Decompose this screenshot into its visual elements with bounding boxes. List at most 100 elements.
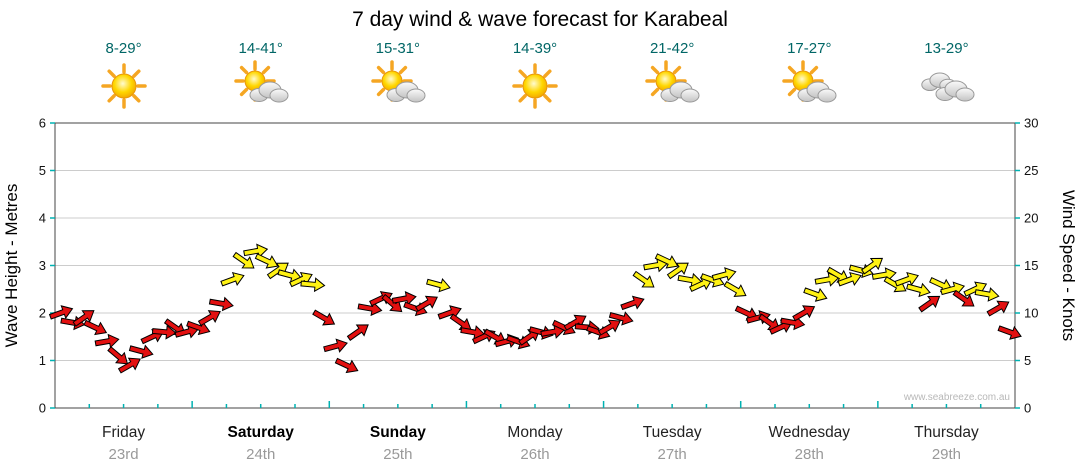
wave-height-tick-label: 1: [39, 353, 46, 368]
wind-arrow: [837, 271, 862, 287]
temp-range-label: 17-27°: [787, 40, 832, 57]
wind-arrow: [83, 319, 108, 336]
weather-icon-sunny: [100, 63, 147, 109]
daily-forecast-row: 8-29° 14-41° 15-31° 14-39° 21-42° 17-27° 13-29…: [0, 40, 1080, 122]
wind-arrow: [894, 271, 919, 287]
wind-arrow: [334, 357, 359, 374]
day-label: Saturday: [228, 424, 295, 441]
day-label: Tuesday: [643, 424, 702, 441]
wind-arrow: [254, 253, 279, 269]
wind-arrow: [72, 310, 95, 327]
wind-arrow: [128, 344, 154, 359]
wind-arrow: [814, 272, 840, 287]
page-title: 7 day wind & wave forecast for Karabeal: [352, 8, 728, 31]
forecast-day-wednesday: 17-27°: [759, 40, 859, 112]
weather-icon-wrap: [759, 60, 859, 112]
temp-range-label: 14-39°: [512, 40, 558, 57]
day-label: Friday: [102, 424, 145, 441]
wind-arrow: [117, 357, 141, 374]
wind-speed-tick-label: 10: [1024, 306, 1038, 321]
wind-speed-tick-label: 5: [1024, 353, 1031, 368]
weather-icon-partly-cloudy: [645, 60, 700, 103]
wind-arrow: [312, 309, 336, 326]
weather-icon-wrap: [211, 60, 311, 112]
wind-arrow: [654, 253, 679, 269]
wind-arrow: [518, 329, 541, 346]
left-axis-title: Wave Height - Metres: [2, 184, 21, 348]
wind-arrow: [918, 295, 941, 313]
wind-arrow: [997, 325, 1022, 340]
wind-arrow: [986, 300, 1010, 317]
wind-arrow: [151, 324, 177, 340]
watermark: www.seabreeze.com.au: [903, 392, 1010, 403]
forecast-day-tuesday: 21-42°: [622, 40, 722, 112]
wind-arrow: [414, 295, 438, 312]
right-axis-title: Wind Speed - Knots: [1059, 190, 1078, 341]
weather-icon-partly-cloudy: [233, 60, 289, 103]
weather-icon-wrap: [622, 60, 722, 112]
wind-arrow: [597, 319, 621, 336]
date-label: 27th: [658, 446, 687, 463]
weather-icon-partly-cloudy: [371, 60, 426, 103]
weather-icon-wrap: [485, 60, 585, 112]
temp-range-label: 8-29°: [105, 40, 142, 57]
wind-arrow: [792, 305, 816, 322]
day-label: Wednesday: [768, 424, 850, 441]
wind-arrow: [861, 257, 884, 275]
date-label: 26th: [520, 446, 549, 463]
wind-arrow: [197, 310, 221, 327]
wind-arrow: [974, 287, 1000, 302]
date-label: 29th: [932, 446, 961, 463]
wind-arrow: [48, 305, 74, 320]
temp-range-label: 14-41°: [238, 40, 283, 57]
weather-icon-wrap: [74, 60, 174, 112]
wind-arrow: [107, 346, 129, 365]
date-label: 28th: [795, 446, 824, 463]
wind-arrow: [620, 295, 645, 311]
wind-speed-tick-label: 25: [1024, 163, 1038, 178]
day-label: Sunday: [370, 424, 426, 441]
wind-arrow: [300, 277, 326, 293]
wind-arrow: [540, 324, 566, 339]
wind-arrow: [723, 281, 747, 298]
forecast-day-saturday: 14-41°: [211, 40, 311, 112]
wind-arrow: [391, 291, 417, 306]
forecast-day-monday: 14-39°: [485, 40, 585, 112]
date-label: 25th: [383, 446, 412, 463]
day-label: Monday: [507, 424, 562, 441]
wind-arrow: [906, 282, 931, 298]
temp-range-label: 15-31°: [375, 40, 421, 57]
forecast-day-sunday: 15-31°: [348, 40, 448, 112]
wind-speed-tick-label: 20: [1024, 211, 1038, 226]
wind-arrow: [643, 257, 669, 273]
wind-speed-tick-label: 30: [1024, 116, 1038, 131]
date-label: 24th: [246, 446, 275, 463]
forecast-day-thursday: 13-29°: [896, 40, 996, 112]
wave-height-tick-label: 2: [39, 306, 46, 321]
wind-arrow: [243, 243, 269, 259]
wind-speed-tick-label: 15: [1024, 258, 1038, 273]
wind-arrow: [426, 277, 451, 293]
wave-height-tick-label: 0: [39, 401, 46, 416]
temp-range-label: 13-29°: [924, 40, 969, 57]
wind-arrow: [346, 324, 369, 341]
wind-arrow: [952, 289, 975, 307]
wind-arrow: [563, 314, 587, 331]
wind-arrow: [357, 301, 383, 317]
weather-icon-wrap: [896, 60, 996, 112]
weather-icon-partly-cloudy: [782, 60, 837, 103]
weather-icon-wrap: [348, 60, 448, 112]
wind-arrow: [666, 262, 689, 280]
temp-range-label: 21-42°: [649, 40, 695, 57]
day-label: Thursday: [914, 424, 979, 441]
wave-height-tick-label: 4: [39, 211, 46, 226]
date-label: 23rd: [109, 446, 139, 463]
forecast-day-friday: 8-29°: [74, 40, 174, 112]
weather-icon-cloudy: [921, 72, 975, 102]
wind-arrow: [711, 267, 737, 282]
wind-arrow: [381, 293, 403, 313]
wind-arrow: [323, 338, 348, 353]
wave-height-tick-label: 5: [39, 163, 46, 178]
